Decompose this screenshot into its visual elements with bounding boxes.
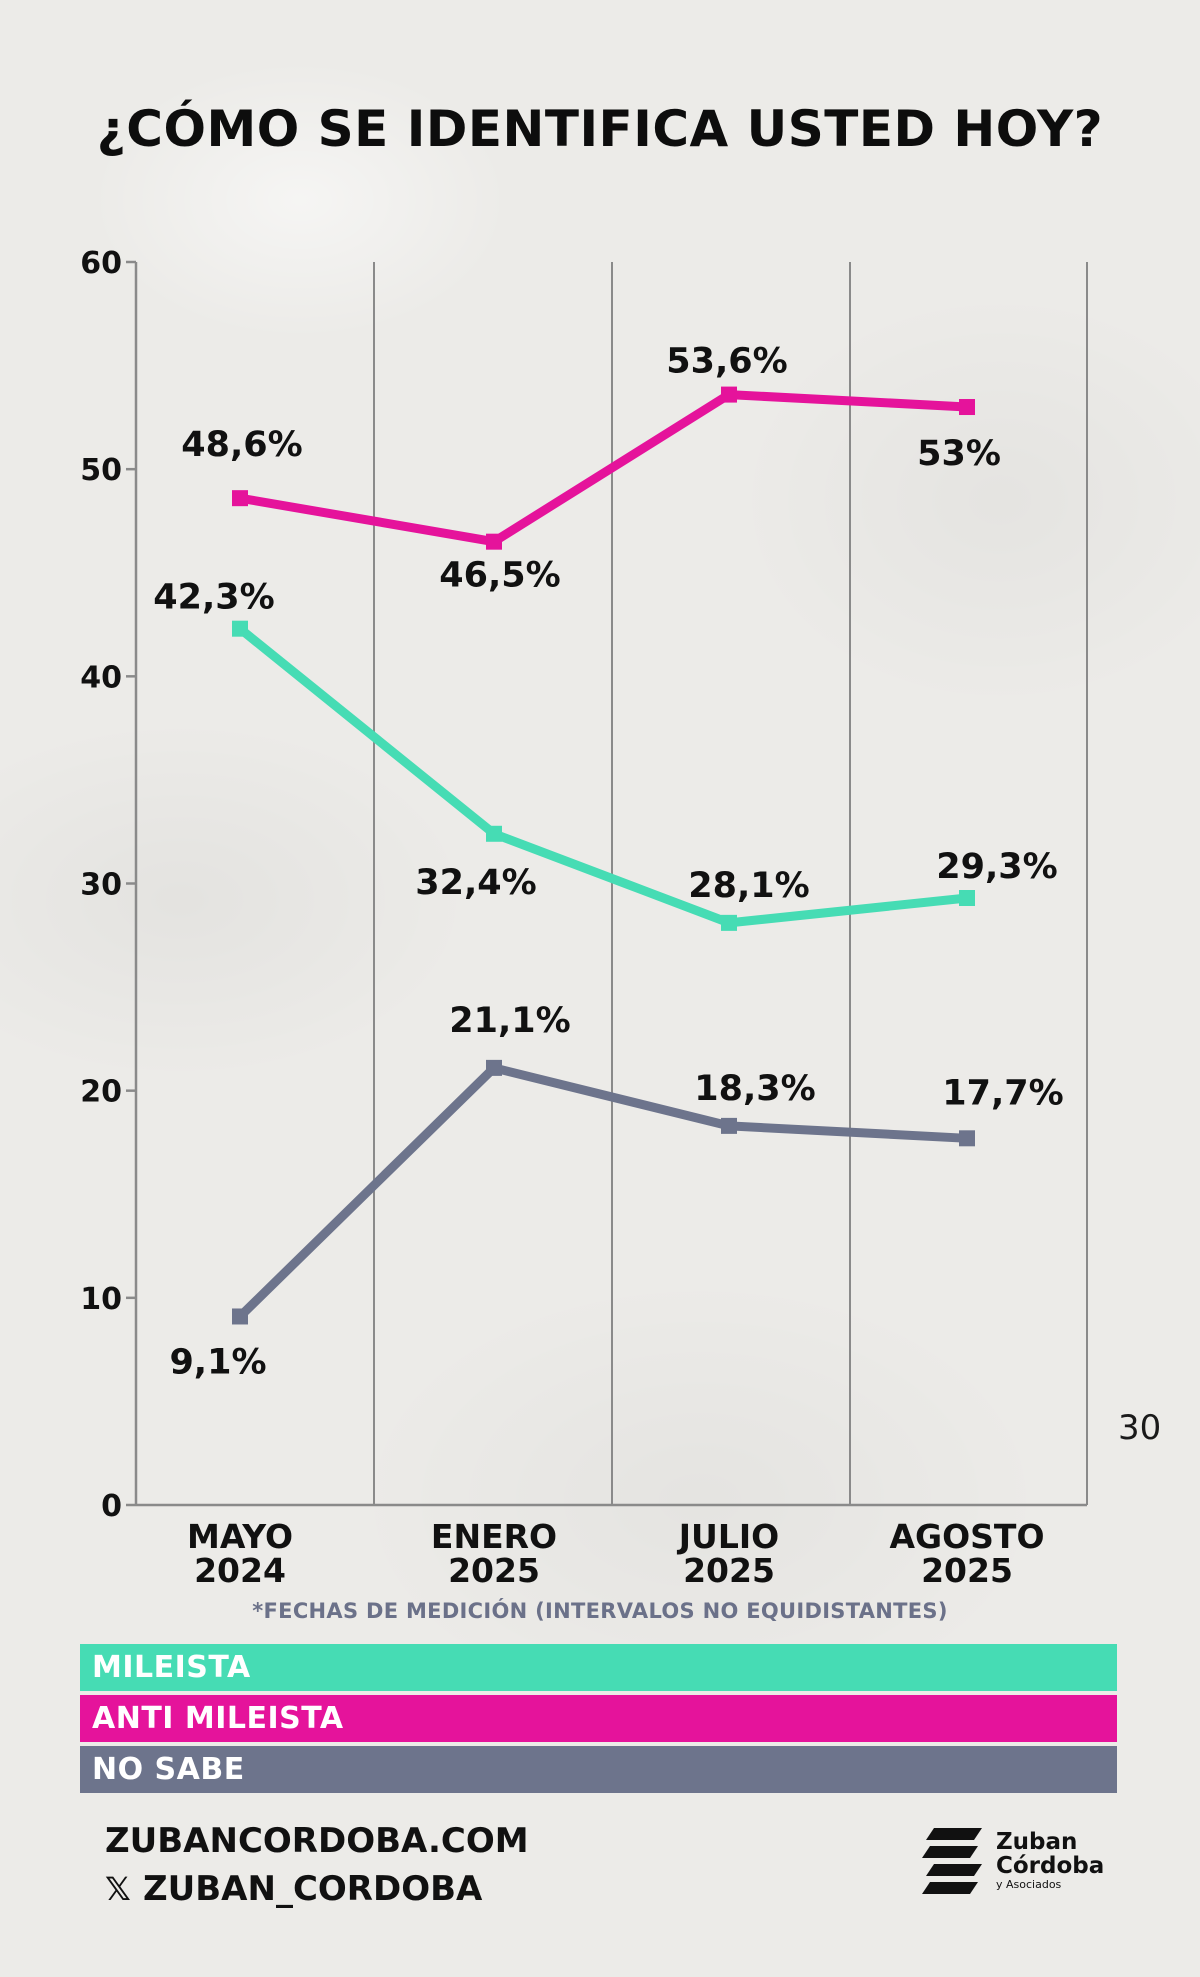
x-tick-label-0: MAYO 2024 <box>187 1517 293 1590</box>
data-point-anti-mileista-3 <box>959 399 975 416</box>
line-chart: 0 10 20 30 40 50 60 MAYO 2024 ENERO 2025 JULIO 2025 A… <box>80 246 1088 1590</box>
page-title: ¿CÓMO SE IDENTIFICA USTED HOY? <box>96 100 1104 158</box>
data-point-mileista-3 <box>959 890 975 907</box>
zuban-cordoba-logo-icon <box>922 1828 982 1894</box>
legend: MILEISTA ANTI MILEISTA NO SABE <box>80 1644 1117 1797</box>
x-tick-label-1: ENERO 2025 <box>431 1517 557 1590</box>
axis-layer: 0 10 20 30 40 50 60 MAYO 2024 ENERO 2025 JULIO 2025 A… <box>80 246 1087 1590</box>
data-point-mileista-2 <box>721 914 737 931</box>
x-tick-label-2: JULIO 2025 <box>677 1517 779 1590</box>
data-point-mileista-0 <box>232 620 248 637</box>
series-line-no-sabe <box>235 1063 972 1321</box>
y-tick-label-30: 30 <box>80 868 122 903</box>
series-line-mileista <box>235 624 972 928</box>
data-point-no-sabe-3 <box>959 1130 975 1147</box>
data-point-mileista-1 <box>486 825 502 842</box>
x-tick-label-3: AGOSTO 2025 <box>889 1517 1044 1590</box>
data-point-anti-mileista-1 <box>486 533 502 550</box>
data-label-no-sabe-2: 18,3% <box>694 1069 815 1109</box>
data-label-mileista-2: 28,1% <box>688 866 809 906</box>
brand-block: Zuban Córdoba y Asociados <box>920 1826 1120 1906</box>
data-label-mileista-0: 42,3% <box>153 578 274 618</box>
social-handle[interactable]: ZUBAN_CORDOBA <box>143 1869 483 1909</box>
data-label-anti-mileista-2: 53,6% <box>666 342 787 382</box>
data-point-no-sabe-2 <box>721 1117 737 1134</box>
y-tick-label-50: 50 <box>80 453 122 488</box>
y-tick-label-0: 0 <box>101 1489 122 1524</box>
page-number: 30 <box>1118 1408 1162 1448</box>
data-point-no-sabe-0 <box>232 1308 248 1325</box>
series-layer <box>232 386 975 1325</box>
data-label-anti-mileista-0: 48,6% <box>181 425 302 465</box>
data-label-mileista-1: 32,4% <box>415 863 536 903</box>
y-tick-label-10: 10 <box>80 1282 122 1317</box>
data-point-anti-mileista-2 <box>721 386 737 403</box>
data-label-no-sabe-0: 9,1% <box>169 1342 266 1382</box>
data-label-anti-mileista-3: 53% <box>917 434 1001 474</box>
data-label-mileista-3: 29,3% <box>936 847 1057 887</box>
data-point-anti-mileista-0 <box>232 490 248 507</box>
footnote: *FECHAS DE MEDICIÓN (INTERVALOS NO EQUID… <box>252 1599 948 1623</box>
footer-contact: ZUBANCORDOBA.COM 𝕏 ZUBAN_CORDOBA <box>105 1817 529 1913</box>
series-line-anti-mileista <box>235 390 972 547</box>
website-link[interactable]: ZUBANCORDOBA.COM <box>105 1821 529 1861</box>
data-point-no-sabe-1 <box>486 1059 502 1076</box>
x-logo-icon: 𝕏 <box>105 1870 131 1908</box>
label-layer: 48,6% 46,5% 53,6% 53% 42,3% 32,4% 28,1% 29,3% 9,… <box>153 342 1063 1383</box>
legend-item-no-sabe: NO SABE <box>80 1746 1117 1793</box>
brand-name: Zuban Córdoba y Asociados <box>996 1829 1105 1891</box>
y-tick-label-40: 40 <box>80 660 122 695</box>
data-label-no-sabe-3: 17,7% <box>942 1073 1063 1113</box>
legend-item-anti-mileista: ANTI MILEISTA <box>80 1695 1117 1742</box>
legend-item-mileista: MILEISTA <box>80 1644 1117 1691</box>
y-tick-label-20: 20 <box>80 1075 122 1110</box>
grid-layer <box>373 262 1088 1505</box>
data-label-no-sabe-1: 21,1% <box>449 1001 570 1041</box>
y-tick-label-60: 60 <box>80 246 122 281</box>
data-label-anti-mileista-1: 46,5% <box>439 556 560 596</box>
